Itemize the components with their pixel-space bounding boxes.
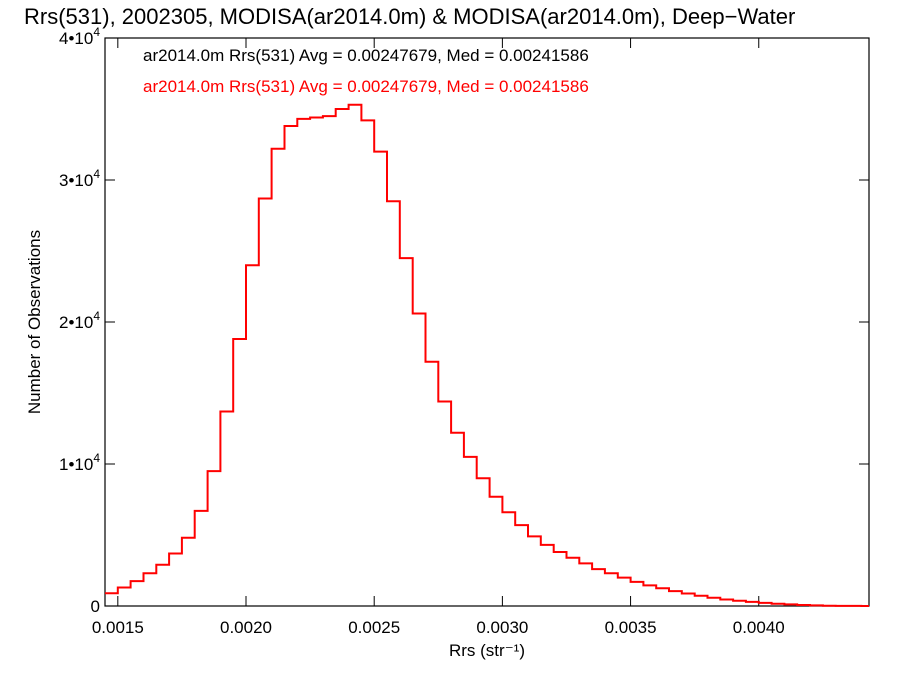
y-tick-label: 4•104 bbox=[59, 25, 100, 48]
x-axis-ticks: 0.0015 0.0020 0.0025 0.0030 0.0035 0.0040 bbox=[92, 38, 785, 637]
x-axis-label: Rrs (str⁻¹) bbox=[449, 641, 525, 660]
histogram-series-line bbox=[105, 103, 869, 607]
x-tick-label: 0.0030 bbox=[476, 618, 528, 637]
y-axis-ticks: 0 1•104 2•104 3•104 4•104 bbox=[59, 25, 869, 616]
y-tick-label: 0 bbox=[91, 597, 100, 616]
chart-title: Rrs(531), 2002305, MODISA(ar2014.0m) & M… bbox=[24, 4, 795, 29]
y-tick-label: 2•104 bbox=[59, 309, 100, 332]
legend-entry-2: ar2014.0m Rrs(531) Avg = 0.00247679, Med… bbox=[143, 77, 589, 96]
y-tick-label: 1•104 bbox=[59, 451, 100, 474]
x-tick-label: 0.0040 bbox=[733, 618, 785, 637]
x-tick-label: 0.0025 bbox=[348, 618, 400, 637]
x-tick-label: 0.0035 bbox=[605, 618, 657, 637]
series-layer bbox=[105, 103, 869, 607]
y-tick-label: 3•104 bbox=[59, 167, 100, 190]
legend-entry-1: ar2014.0m Rrs(531) Avg = 0.00247679, Med… bbox=[143, 46, 589, 65]
y-axis-label: Number of Observations bbox=[25, 230, 44, 414]
x-tick-label: 0.0015 bbox=[92, 618, 144, 637]
x-tick-label: 0.0020 bbox=[220, 618, 272, 637]
